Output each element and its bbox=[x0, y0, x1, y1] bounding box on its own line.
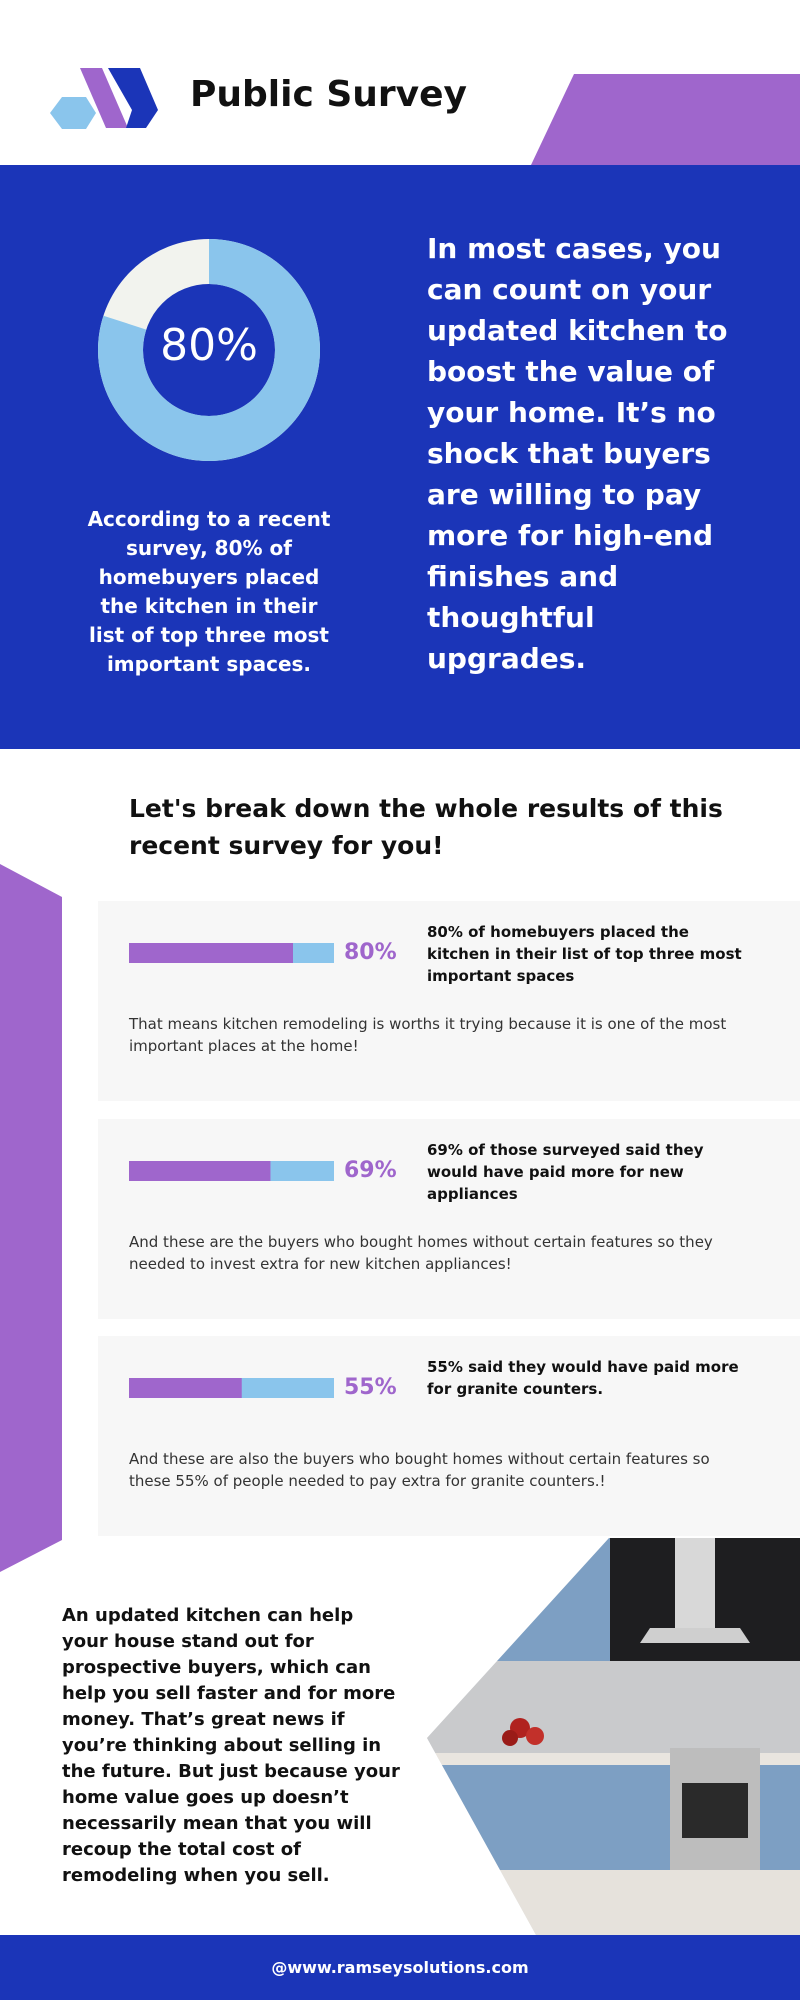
kitchen-image bbox=[427, 1538, 800, 1935]
header-graphics bbox=[50, 68, 800, 165]
bar-fill bbox=[129, 1378, 242, 1398]
result-body: And these are also the buyers who bought… bbox=[129, 1450, 710, 1490]
bar-label: 55% bbox=[344, 1375, 397, 1400]
footer bbox=[0, 1935, 800, 2000]
section-heading: Let's break down the whole results of th… bbox=[129, 794, 723, 860]
bar-label: 69% bbox=[344, 1158, 397, 1183]
footer-text: @www.ramseysolutions.com bbox=[271, 1958, 529, 1977]
result-body: That means kitchen remodeling is worths … bbox=[129, 1015, 727, 1055]
result-card: 80% 80% of homebuyers placed the kitchen … bbox=[98, 901, 800, 1101]
page-title: Public Survey bbox=[190, 74, 467, 115]
progress-bar bbox=[129, 943, 334, 963]
result-headline: 80% of homebuyers placed the kitchen in … bbox=[427, 923, 742, 985]
logo-shape bbox=[108, 68, 158, 128]
result-headline: 55% said they would have paid more for g… bbox=[427, 1358, 739, 1398]
progress-bar bbox=[129, 1161, 334, 1181]
result-body: And these are the buyers who bought home… bbox=[129, 1233, 713, 1273]
progress-bar bbox=[129, 1378, 334, 1398]
statement: In most cases, you can count on your upd… bbox=[427, 232, 728, 675]
caption: According to a recent survey, 80% of hom… bbox=[87, 507, 331, 676]
donut-label: 80% bbox=[160, 320, 258, 371]
result-card: 55% 55% said they would have paid more fo… bbox=[98, 1336, 800, 1536]
corner-shape bbox=[531, 74, 800, 165]
donut-segment bbox=[97, 239, 320, 461]
side-shape bbox=[0, 864, 62, 1572]
bar-fill bbox=[129, 943, 293, 963]
logo-shape bbox=[80, 68, 128, 128]
result-card: 69% 69% of those surveyed said they would… bbox=[98, 1119, 800, 1319]
result-headline: 69% of those surveyed said they would ha… bbox=[427, 1141, 704, 1203]
bar-fill bbox=[129, 1161, 271, 1181]
donut-chart bbox=[97, 239, 320, 461]
highlight-section bbox=[0, 165, 800, 749]
side-band bbox=[0, 864, 62, 1572]
logo-hex bbox=[50, 97, 96, 129]
bar-label: 80% bbox=[344, 940, 397, 965]
closing-text: An updated kitchen can help your house s… bbox=[62, 1605, 400, 1886]
